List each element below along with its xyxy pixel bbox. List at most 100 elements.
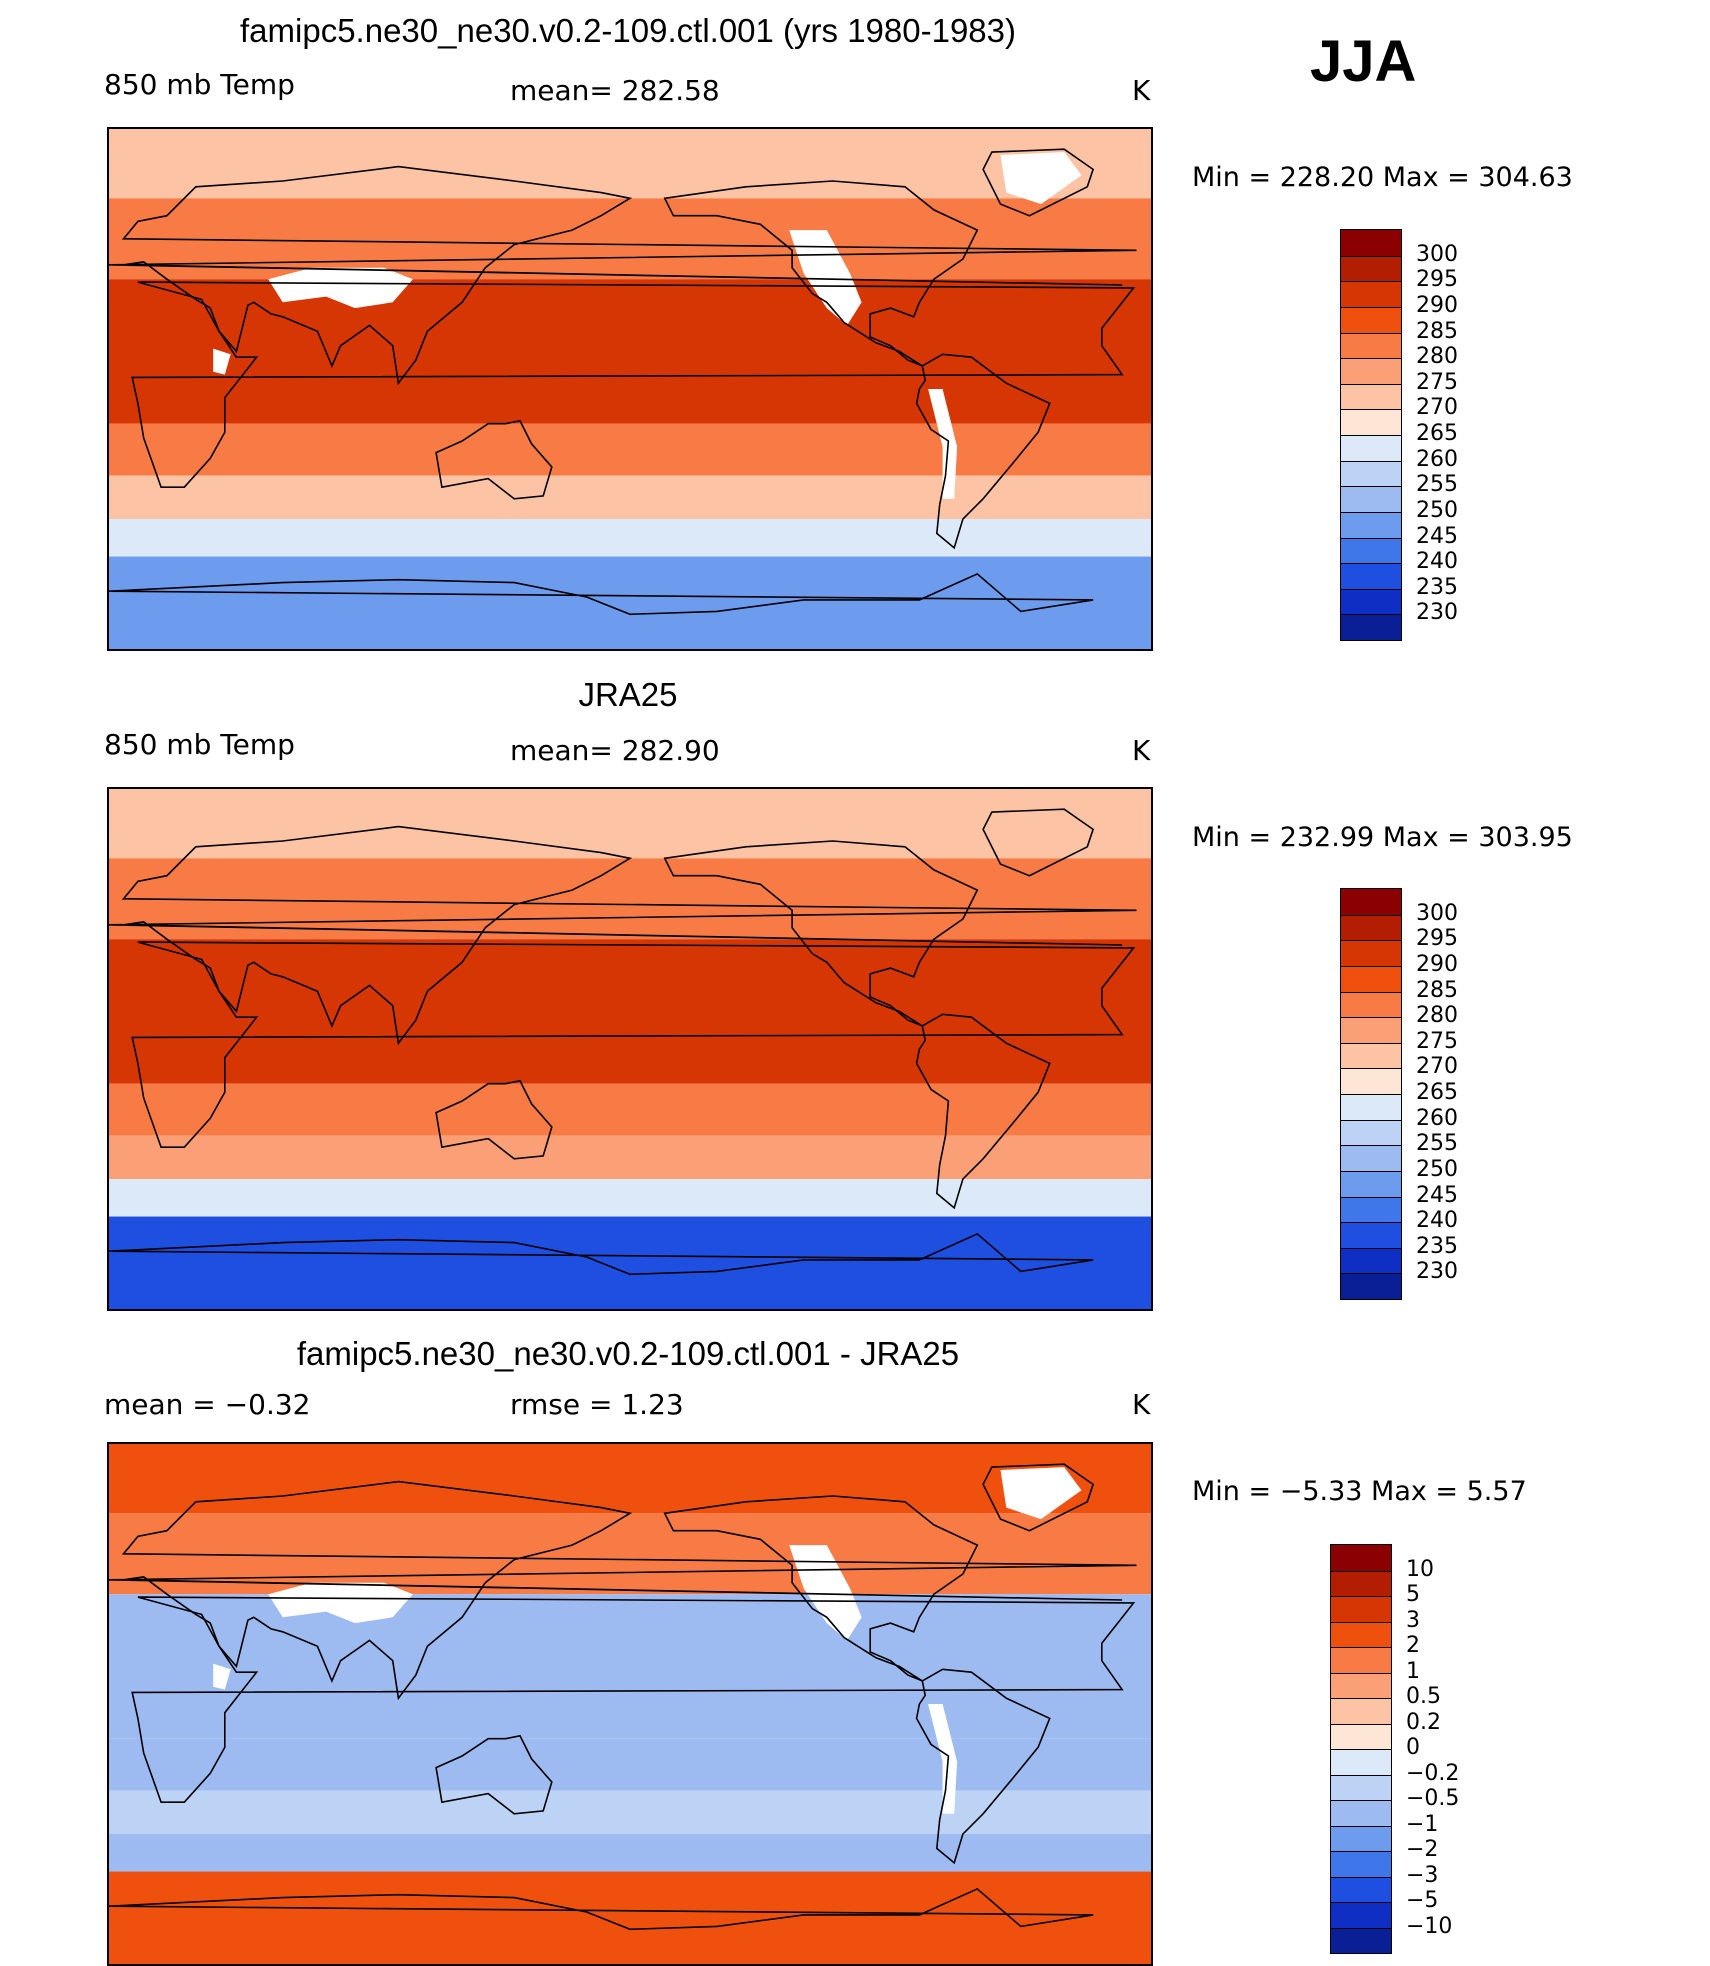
latitude-band [109, 198, 1151, 280]
latitude-band [109, 556, 1151, 649]
colorbar-cell [1341, 1094, 1401, 1120]
colorbar-tick-label: 275 [1416, 1028, 1458, 1054]
latitude-band [109, 337, 1151, 424]
colorbar-cell [1341, 614, 1401, 640]
panel-1-units-label: K [1132, 74, 1151, 107]
colorbar-tick-label: 290 [1416, 292, 1458, 318]
colorbar-tick-label: 235 [1416, 574, 1458, 600]
colorbar-cell [1331, 1672, 1391, 1698]
coastline-australia [435, 1079, 553, 1160]
coastline-namerica [663, 840, 979, 1027]
colorbar-tick-label: 250 [1416, 1156, 1458, 1182]
colorbar-cell [1341, 563, 1401, 589]
colorbar-tick-label: 260 [1416, 446, 1458, 472]
colorbar-cell [1331, 1876, 1391, 1902]
coastline-greenland [982, 808, 1095, 877]
colorbar-cell [1341, 1017, 1401, 1043]
colorbar-cell [1341, 991, 1401, 1018]
latitude-band [109, 789, 1151, 859]
season-label: JJA [1310, 29, 1417, 94]
colorbar-tick-label: −0.5 [1406, 1786, 1460, 1811]
colorbar-tick-label: 270 [1416, 395, 1458, 421]
missing-data-mask [213, 348, 231, 375]
colorbar-tick-label: −1 [1406, 1811, 1439, 1837]
latitude-band [109, 1652, 1151, 1739]
colorbar-cell [1341, 1273, 1401, 1299]
panel-2-map-svg [109, 789, 1151, 1309]
missing-data-mask [928, 389, 958, 499]
latitude-band [109, 1871, 1151, 1964]
coastline-africa [131, 281, 1136, 488]
coastline-greenland [982, 148, 1095, 217]
colorbar-tick-label: 295 [1416, 267, 1458, 293]
latitude-band [109, 1513, 1151, 1595]
panel-2-colorbar [1340, 888, 1402, 1300]
colorbar-tick-label: 240 [1416, 549, 1458, 575]
colorbar-cell [1331, 1902, 1391, 1928]
panel-2-variable-label: 850 mb Temp [104, 728, 295, 761]
colorbar-cell [1341, 1170, 1401, 1197]
latitude-band [109, 519, 1151, 557]
latitude-band [109, 1790, 1151, 1834]
latitude-band [109, 1135, 1151, 1179]
coastline-antarctica [109, 1232, 1094, 1276]
colorbar-cell [1341, 588, 1401, 615]
colorbar-cell [1341, 1247, 1401, 1274]
colorbar-cell [1341, 1222, 1401, 1248]
latitude-band [109, 939, 1151, 997]
colorbar-tick-label: −5 [1406, 1888, 1439, 1913]
missing-data-mask [1000, 1467, 1082, 1520]
colorbar-cell [1341, 537, 1401, 564]
colorbar-cell [1341, 1119, 1401, 1146]
colorbar-cell [1341, 332, 1401, 359]
missing-data-mask [789, 230, 862, 326]
panel-1-title: famipc5.ne30_ne30.v0.2-109.ctl.001 (yrs … [240, 12, 1016, 49]
colorbar-cell [1341, 486, 1401, 512]
colorbar-cell [1331, 1800, 1391, 1826]
latitude-band [109, 1216, 1151, 1309]
panel-1-minmax: Min = 228.20 Max = 304.63 [1192, 162, 1573, 193]
coastline-africa [131, 1596, 1136, 1803]
coastline-greenland [982, 1463, 1095, 1532]
colorbar-tick-label: −0.2 [1406, 1760, 1460, 1786]
coastline-samerica [915, 1668, 1051, 1865]
colorbar-cell [1331, 1723, 1391, 1749]
colorbar-tick-label: 240 [1416, 1208, 1458, 1234]
colorbar-tick-label: 1 [1406, 1658, 1420, 1684]
colorbar-cell [1331, 1851, 1391, 1877]
panel-1-map-svg [109, 129, 1151, 649]
colorbar-cell [1341, 435, 1401, 461]
panel-3-mean-label: mean = −0.32 [104, 1388, 311, 1421]
colorbar-tick-label: 2 [1406, 1633, 1420, 1658]
colorbar-tick-label: 280 [1416, 344, 1458, 370]
latitude-band [109, 858, 1151, 940]
missing-data-mask [213, 1663, 231, 1690]
missing-data-mask [268, 267, 413, 309]
colorbar-cell [1341, 383, 1401, 410]
panel-1-colorbar [1340, 229, 1402, 641]
colorbar-tick-label: 0.2 [1406, 1709, 1441, 1735]
panel-3-map-svg [109, 1444, 1151, 1964]
colorbar-cell [1331, 1545, 1391, 1571]
colorbar-tick-label: 250 [1416, 497, 1458, 523]
coastline-namerica [663, 1495, 979, 1682]
colorbar-tick-label: 5 [1406, 1582, 1420, 1607]
panel-3-rmse-label: rmse = 1.23 [510, 1388, 684, 1421]
colorbar-cell [1341, 460, 1401, 487]
colorbar-tick-label: −3 [1406, 1862, 1439, 1888]
latitude-band [109, 129, 1151, 199]
panel-3-units-label: K [1132, 1388, 1151, 1421]
colorbar-tick-label: 275 [1416, 369, 1458, 395]
colorbar-tick-label: 270 [1416, 1054, 1458, 1080]
colorbar-tick-label: 285 [1416, 318, 1458, 344]
colorbar-tick-label: 235 [1416, 1233, 1458, 1259]
colorbar-tick-label: 290 [1416, 951, 1458, 977]
colorbar-cell [1341, 409, 1401, 435]
missing-data-mask [789, 1545, 862, 1641]
colorbar-cell [1331, 1749, 1391, 1775]
colorbar-tick-label: −2 [1406, 1837, 1439, 1862]
colorbar-cell [1341, 511, 1401, 538]
coastline-australia [435, 1734, 553, 1815]
colorbar-tick-label: 230 [1416, 1259, 1458, 1285]
colorbar-cell [1331, 1774, 1391, 1800]
